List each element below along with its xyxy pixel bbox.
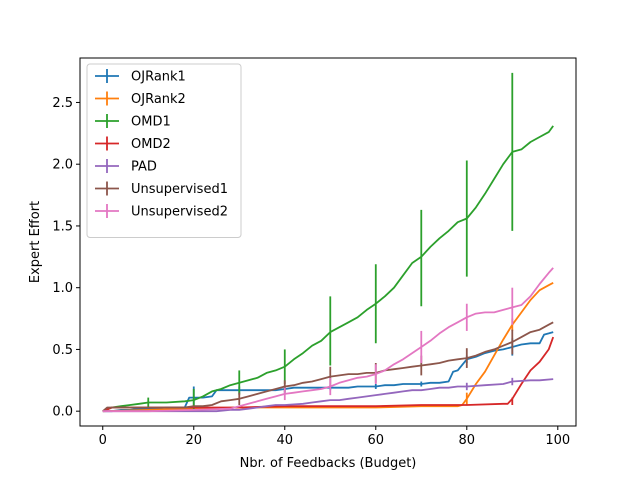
legend-item-pad: PAD xyxy=(95,159,157,175)
legend-item-ojrank1: OJRank1 xyxy=(95,69,186,85)
series-line xyxy=(102,267,554,413)
x-tick-label: 40 xyxy=(276,433,293,448)
legend-item-unsupervised2: Unsupervised2 xyxy=(95,204,228,220)
legend-item-omd2: OMD2 xyxy=(95,136,171,152)
legend-item-omd1: OMD1 xyxy=(95,114,171,130)
legend-box xyxy=(86,63,242,238)
y-tick-label: 0.5 xyxy=(52,343,73,358)
legend-label: OJRank2 xyxy=(131,92,186,107)
y-tick-label: 2.5 xyxy=(52,96,73,111)
legend-item-unsupervised1: Unsupervised1 xyxy=(95,181,228,197)
x-tick-label: 100 xyxy=(545,433,570,448)
y-tick-label: 2.0 xyxy=(52,158,73,173)
x-tick-label: 0 xyxy=(99,433,107,448)
y-axis-label: Expert Effort xyxy=(28,201,43,283)
axis-ticks: 0 20 40 60 80 100 0.0 0.5 1.0 1.5 2.0 2.5 xyxy=(52,96,570,448)
legend-label: OJRank1 xyxy=(131,70,186,85)
legend-label: OMD1 xyxy=(131,115,171,130)
plot-area xyxy=(102,72,555,413)
legend: OJRank1 OJRank2 OMD1 OMD2 PAD Unsupervised1 Un… xyxy=(86,63,242,238)
series-unsupervised1 xyxy=(102,321,554,412)
y-tick-label: 1.5 xyxy=(52,219,73,234)
series-unsupervised2 xyxy=(102,267,554,413)
legend-label: PAD xyxy=(131,160,157,175)
legend-label: OMD2 xyxy=(131,137,171,152)
series-pad xyxy=(102,377,554,413)
series-line xyxy=(102,378,554,413)
y-tick-label: 0.0 xyxy=(52,405,73,420)
legend-item-ojrank2: OJRank2 xyxy=(95,91,186,107)
x-axis-label: Nbr. of Feedbacks (Budget) xyxy=(240,456,417,471)
series-line xyxy=(102,321,554,412)
legend-label: Unsupervised1 xyxy=(131,182,228,197)
x-tick-label: 20 xyxy=(185,433,202,448)
legend-label: Unsupervised2 xyxy=(131,205,228,220)
series-line xyxy=(102,282,554,413)
y-tick-label: 1.0 xyxy=(52,281,73,296)
x-tick-label: 80 xyxy=(459,433,476,448)
series-omd1 xyxy=(102,72,554,413)
series-ojrank2 xyxy=(102,282,554,413)
axes-frame xyxy=(79,57,577,427)
x-tick-label: 60 xyxy=(368,433,385,448)
